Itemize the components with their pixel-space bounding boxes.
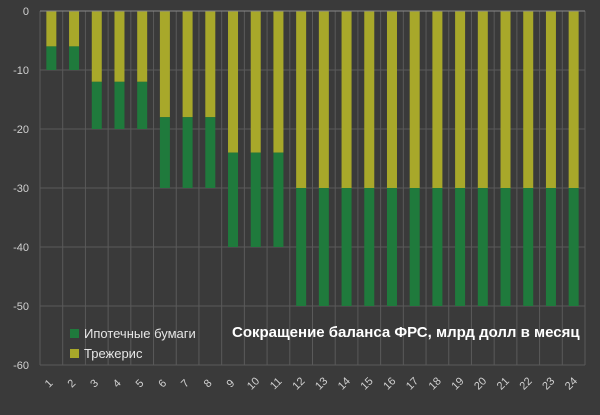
bar-mortgage (455, 188, 466, 306)
bar-treasuries (455, 11, 466, 188)
bar-mortgage (364, 188, 375, 306)
x-tick-label: 23 (540, 375, 557, 392)
bar-treasuries (273, 11, 284, 153)
bar-treasuries (364, 11, 375, 188)
bar-treasuries (91, 11, 102, 82)
x-tick-label: 12 (290, 375, 307, 392)
bar-treasuries (386, 11, 397, 188)
x-axis-ticks: 1 2 3 4 5 6 7 8 9 10 11 12 13 14 15 16 17 18 19 20 21 22 23 24 (43, 375, 580, 392)
bar-mortgage (386, 188, 397, 306)
x-tick-label: 3 (88, 377, 101, 390)
bar-mortgage (46, 46, 57, 70)
bar-treasuries (432, 11, 443, 188)
bar-treasuries (137, 11, 148, 82)
x-tick-label: 1 (43, 377, 56, 390)
bar-treasuries (545, 11, 556, 188)
x-tick-label: 11 (268, 376, 285, 393)
x-tick-label: 19 (449, 375, 466, 392)
x-tick-label: 14 (336, 375, 353, 392)
bar-treasuries (523, 11, 534, 188)
bar-mortgage (432, 188, 443, 306)
y-tick-label: -10 (13, 65, 29, 77)
y-tick-label: -40 (13, 242, 29, 254)
bar-mortgage (500, 188, 511, 306)
bar-mortgage (341, 188, 352, 306)
x-tick-label: 6 (156, 377, 169, 390)
bar-treasuries (250, 11, 261, 153)
x-tick-label: 17 (404, 375, 421, 392)
bar-mortgage (273, 152, 284, 247)
legend-swatch-treasuries (70, 349, 79, 358)
legend-label-mortgage: Ипотечные бумаги (84, 326, 196, 341)
bar-mortgage (114, 81, 125, 129)
bar-treasuries (46, 11, 57, 47)
y-tick-label: -50 (13, 301, 29, 313)
y-tick-label: -30 (13, 183, 29, 195)
bar-treasuries (296, 11, 307, 188)
x-tick-label: 22 (518, 375, 535, 392)
bar-treasuries (477, 11, 488, 188)
bars (46, 11, 579, 306)
x-tick-label: 18 (427, 375, 444, 392)
bar-mortgage (182, 117, 193, 188)
bar-treasuries (409, 11, 420, 188)
bar-mortgage (409, 188, 420, 306)
x-tick-label: 5 (134, 377, 147, 390)
bar-mortgage (523, 188, 534, 306)
x-tick-label: 8 (202, 377, 215, 390)
bar-mortgage (545, 188, 556, 306)
bar-treasuries (341, 11, 352, 188)
bar-mortgage (568, 188, 579, 306)
bar-treasuries (205, 11, 216, 118)
bar-treasuries (159, 11, 170, 118)
bar-treasuries (228, 11, 239, 153)
bar-mortgage (69, 46, 80, 70)
x-tick-label: 4 (111, 377, 124, 390)
y-tick-label: -20 (13, 124, 29, 136)
bar-treasuries (182, 11, 193, 118)
x-tick-label: 24 (563, 375, 580, 392)
bar-mortgage (137, 81, 148, 129)
legend-swatch-mortgage (70, 329, 79, 338)
bar-treasuries (318, 11, 329, 188)
bar-mortgage (228, 152, 239, 247)
y-axis-ticks: 0 -10 -20 -30 -40 -50 -60 (13, 6, 29, 372)
x-tick-label: 16 (381, 375, 398, 392)
x-tick-label: 13 (313, 375, 330, 392)
bar-mortgage (250, 152, 261, 247)
x-tick-label: 10 (245, 375, 262, 392)
legend: Ипотечные бумаги Трежерис (70, 326, 196, 361)
bar-treasuries (69, 11, 80, 47)
bar-treasuries (568, 11, 579, 188)
bar-mortgage (477, 188, 488, 306)
bar-mortgage (318, 188, 329, 306)
bar-mortgage (296, 188, 307, 306)
x-tick-label: 9 (224, 377, 237, 390)
bar-treasuries (500, 11, 511, 188)
x-tick-label: 15 (359, 375, 376, 392)
grid-lines (39, 10, 586, 366)
bar-treasuries (114, 11, 125, 82)
bar-mortgage (205, 117, 216, 188)
bar-mortgage (159, 117, 170, 188)
y-tick-label: 0 (23, 6, 29, 18)
legend-label-treasuries: Трежерис (84, 346, 143, 361)
chart-title: Сокращение баланса ФРС, млрд долл в меся… (232, 324, 580, 341)
y-tick-label: -60 (13, 360, 29, 372)
bar-mortgage (91, 81, 102, 129)
x-tick-label: 2 (66, 377, 79, 390)
x-tick-label: 7 (179, 377, 192, 390)
x-tick-label: 21 (495, 375, 512, 392)
x-tick-label: 20 (472, 375, 489, 392)
